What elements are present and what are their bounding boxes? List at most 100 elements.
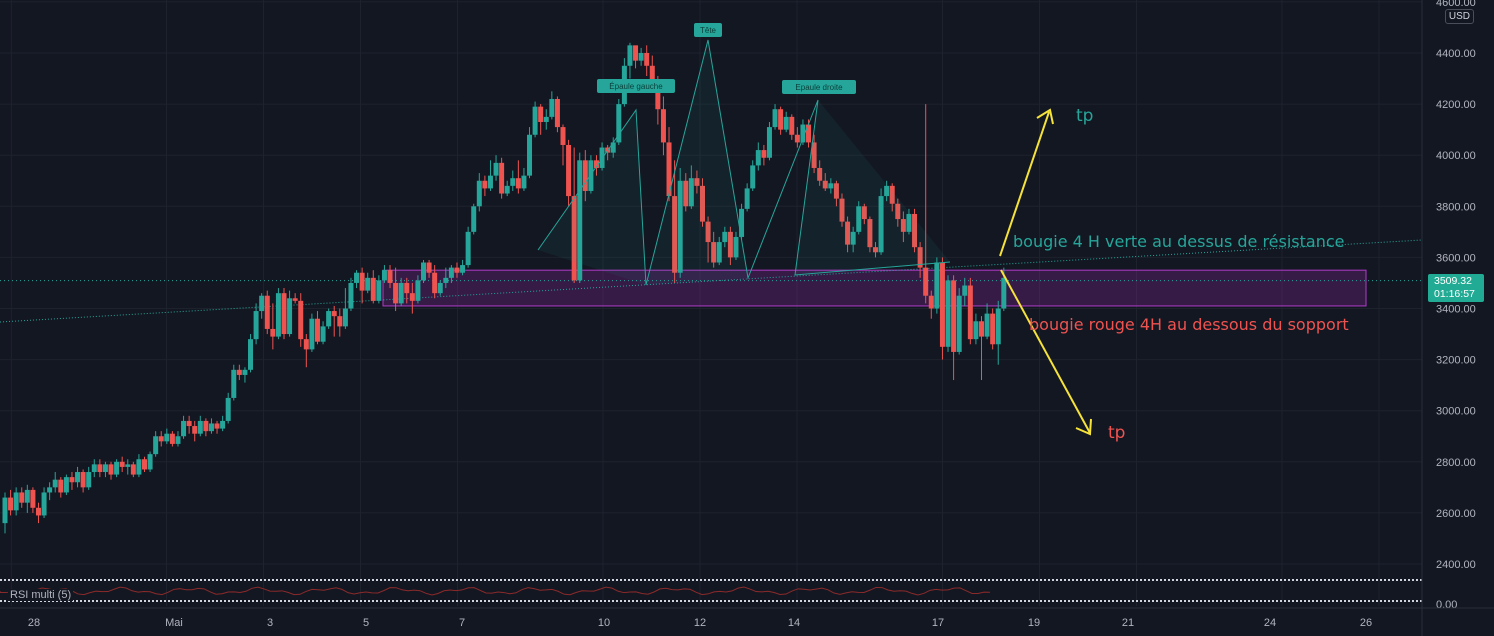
candle-body bbox=[158, 436, 164, 442]
candle-body bbox=[928, 295, 934, 309]
candle-body bbox=[381, 270, 387, 281]
candle-body bbox=[114, 461, 120, 475]
candle-body bbox=[69, 477, 75, 483]
candle-body bbox=[24, 489, 30, 503]
candle-body bbox=[314, 318, 320, 342]
candle-body bbox=[839, 198, 845, 222]
candle-body bbox=[917, 247, 923, 268]
date-tick-label: 17 bbox=[932, 617, 944, 629]
date-axis[interactable]: 28 Mai 3 5 7 10 12 14 17 19 21 24 26 bbox=[0, 607, 1494, 629]
candle-body bbox=[309, 318, 315, 350]
pattern-labels: Épaule gauche Tête Epaule droite bbox=[597, 23, 856, 94]
date-tick-label: 28 bbox=[28, 617, 40, 629]
candle-body bbox=[287, 298, 293, 335]
candle-body bbox=[320, 326, 326, 342]
candle-body bbox=[376, 280, 382, 301]
price-axis[interactable]: 4600.00 4400.00 4200.00 4000.00 3800.00 3600.… bbox=[1421, 0, 1476, 636]
candle-body bbox=[58, 479, 64, 493]
candle-body bbox=[739, 208, 745, 237]
candle-body bbox=[811, 142, 817, 168]
candle-body bbox=[694, 178, 700, 186]
candle-body bbox=[493, 162, 499, 176]
candle-body bbox=[979, 321, 984, 337]
candle-body bbox=[900, 219, 906, 232]
rsi-tick-label: 0.00 bbox=[1436, 599, 1457, 611]
candle-body bbox=[164, 433, 170, 442]
pattern-line bbox=[537, 39, 951, 286]
candle-body bbox=[225, 397, 231, 421]
price-tick-label: 3800.00 bbox=[1436, 201, 1476, 213]
date-tick-label: 19 bbox=[1028, 617, 1040, 629]
candle-body bbox=[571, 196, 577, 281]
candle-body bbox=[995, 308, 1001, 345]
candle-body bbox=[248, 339, 254, 370]
rsi-line bbox=[0, 586, 991, 596]
candle-body bbox=[47, 487, 53, 493]
right-shoulder-label-bg bbox=[782, 80, 856, 94]
candle-body bbox=[426, 262, 432, 273]
candle-body bbox=[800, 124, 806, 143]
candle-body bbox=[538, 106, 544, 122]
candle-body bbox=[939, 262, 945, 347]
candle-body bbox=[292, 298, 298, 301]
candle-body bbox=[35, 507, 41, 516]
bullish-annotation: bougie 4 H verte au dessus de résistance bbox=[1013, 232, 1345, 251]
candle-body bbox=[75, 472, 81, 483]
candle-body bbox=[259, 295, 265, 312]
candle-body bbox=[387, 270, 393, 283]
rsi-indicator-label[interactable]: RSI multi (5) bbox=[8, 589, 74, 601]
candle-body bbox=[393, 282, 399, 304]
candle-body bbox=[365, 277, 371, 291]
candle-body bbox=[554, 98, 560, 128]
candle-body bbox=[666, 142, 672, 197]
candle-body bbox=[30, 489, 36, 508]
candle-body bbox=[945, 280, 951, 347]
neckline-trend bbox=[0, 239, 1423, 323]
candle-body bbox=[962, 285, 968, 296]
candle-body bbox=[465, 231, 471, 266]
candle-body bbox=[102, 464, 108, 473]
candle-body bbox=[326, 311, 332, 327]
tp-up-label: tp bbox=[1076, 106, 1093, 126]
date-tick-label: 12 bbox=[694, 617, 706, 629]
candle-countdown: 01:16:57 bbox=[1434, 288, 1475, 300]
candle-body bbox=[990, 313, 996, 345]
candle-body bbox=[41, 492, 47, 516]
candle-body bbox=[337, 316, 343, 327]
candle-body bbox=[677, 180, 683, 273]
candle-body bbox=[566, 144, 572, 197]
candle-body bbox=[616, 104, 622, 143]
rsi-pane bbox=[0, 579, 1422, 602]
candlestick-series bbox=[2, 42, 1007, 534]
candle-body bbox=[270, 328, 276, 337]
candle-body bbox=[52, 479, 58, 488]
candle-body bbox=[264, 295, 270, 329]
price-tick-label: 2400.00 bbox=[1436, 559, 1476, 571]
candle-body bbox=[275, 293, 281, 337]
candle-body bbox=[705, 221, 711, 243]
candle-body bbox=[125, 464, 131, 467]
candle-body bbox=[147, 454, 153, 470]
candle-body bbox=[660, 109, 666, 143]
candle-body bbox=[716, 242, 722, 263]
candle-body bbox=[19, 492, 25, 503]
candle-body bbox=[214, 423, 220, 429]
candle-body bbox=[448, 267, 454, 278]
candle-body bbox=[755, 150, 761, 166]
candle-body bbox=[867, 219, 873, 248]
candle-body bbox=[91, 464, 97, 473]
candle-body bbox=[231, 369, 237, 398]
candle-body bbox=[766, 127, 772, 158]
candle-body bbox=[861, 206, 867, 220]
price-tick-label: 4000.00 bbox=[1436, 150, 1476, 162]
candle-body bbox=[688, 178, 694, 207]
candle-body bbox=[181, 420, 187, 437]
candle-body bbox=[733, 236, 739, 258]
date-tick-label: 21 bbox=[1122, 617, 1134, 629]
price-tick-label: 3000.00 bbox=[1436, 406, 1476, 418]
price-tick-label: 2600.00 bbox=[1436, 508, 1476, 520]
date-tick-label: 14 bbox=[788, 617, 800, 629]
zone-rect bbox=[382, 269, 1367, 307]
candle-body bbox=[750, 165, 756, 189]
